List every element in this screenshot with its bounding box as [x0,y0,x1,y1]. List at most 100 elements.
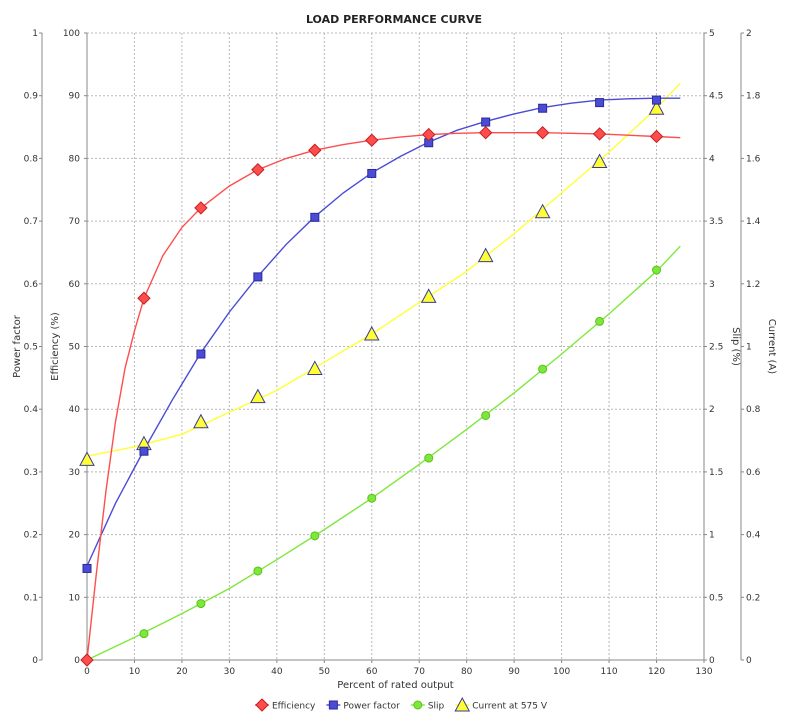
pf-tick-label: 0.7 [24,217,38,227]
pf-tick-label: 0.4 [24,405,39,415]
slip-tick-label: 3 [709,280,715,290]
eff-tick-label: 90 [69,92,81,102]
slip-tick-label: 1 [709,531,715,541]
slip-point [424,453,434,463]
cur-tick-label: 0 [746,656,752,666]
power-factor-point [538,103,548,113]
slip-tick-label: 2 [709,405,715,415]
x-tick-label: 120 [648,667,665,677]
x-tick-label: 60 [366,667,378,677]
pf-tick-label: 0.1 [24,593,38,603]
eff-tick-label: 30 [69,468,81,478]
efficiency-point [308,143,322,157]
power-factor-point [481,117,491,127]
slip-tick-label: 1.5 [709,468,723,478]
slip-point [595,316,605,326]
legend-item-efficiency: Efficiency [255,698,316,712]
efficiency-point [535,125,550,140]
current-at-575-v-point [79,451,95,466]
legend-item-current-at-575-v: Current at 575 V [454,696,548,712]
x-tick-label: 90 [508,667,520,677]
current-at-575-v-point [250,388,266,404]
eff-tick-label: 70 [69,217,81,227]
x-tick-label: 100 [553,667,570,677]
power-factor-point [595,98,605,108]
cur-tick-label: 0.2 [746,593,760,603]
power-factor-point [253,272,263,282]
power-factor-point [652,95,662,105]
pf-tick-label: 0.9 [24,92,39,102]
power-factor-point [82,563,92,573]
eff-tick-label: 10 [69,593,81,603]
x-tick-label: 80 [461,667,473,677]
eff-tick-label: 0 [74,656,80,666]
x-tick-label: 70 [414,667,426,677]
efficiency-point [251,162,265,177]
power-factor-point [139,446,149,456]
power-factor-point [196,349,206,359]
x-tick-label: 0 [84,667,90,677]
cur-tick-label: 1.8 [746,92,761,102]
pf-tick-label: 0.3 [24,468,38,478]
legend-item-power-factor: Power factor [326,700,400,712]
slip-point [538,364,548,374]
slip-point [481,410,491,420]
eff-tick-label: 20 [69,531,81,541]
cur-tick-label: 0.8 [746,405,761,415]
cur-tick-label: 0.6 [746,468,761,478]
slip-axis-title: Slip (%) [730,327,741,366]
pf-tick-label: 0 [32,656,38,666]
chart-title: LOAD PERFORMANCE CURVE [306,13,482,26]
x-tick-label: 110 [600,667,617,677]
efficiency-point [592,127,607,141]
x-tick-label: 50 [319,667,331,677]
efficiency-point [137,291,151,305]
slip-point [196,599,206,609]
slip-tick-label: 5 [709,29,715,39]
pf-tick-label: 1 [32,29,38,39]
cur-tick-label: 0.4 [746,531,761,541]
legend-label: Slip [428,702,445,712]
legend-label: Efficiency [272,702,316,712]
current-at-575-v-point [534,203,551,219]
slip-tick-label: 0.5 [709,593,723,603]
x-tick-label: 30 [224,667,236,677]
efficiency-point [422,127,436,142]
eff-tick-label: 40 [69,405,81,415]
cur-axis-title: Current (A) [766,319,777,374]
efficiency-point [478,125,493,140]
slip-point [367,493,377,503]
x-tick-label: 10 [129,667,141,677]
eff-tick-label: 50 [69,343,81,353]
cur-tick-label: 1.4 [746,217,761,227]
current-at-575-v-point [306,360,323,375]
cur-tick-label: 1.2 [746,280,760,290]
efficiency-point [80,653,94,667]
legend-label: Current at 575 V [472,702,548,712]
slip-tick-label: 4.5 [709,92,723,102]
power-factor-point [367,168,377,178]
efficiency-point [194,201,208,215]
power-factor-markers [82,95,662,573]
current-at-575-v-point [420,288,437,303]
pf-tick-label: 0.2 [24,531,38,541]
legend-marker-power-factor [328,700,338,710]
slip-tick-label: 4 [709,154,715,164]
slip-point [652,265,662,275]
legend-marker-current-at-575-v [454,696,471,712]
cur-tick-label: 2 [746,29,752,39]
legend-marker-efficiency [255,698,269,712]
slip-point [310,531,320,541]
efficiency-markers [80,125,664,667]
current-at-575-v-point [193,413,209,429]
eff-tick-label: 60 [69,280,81,290]
current-at-575-v-point [648,100,665,115]
x-axis-title: Percent of rated output [337,680,454,691]
eff-tick-label: 100 [63,29,80,39]
pf-axis-title: Power factor [12,314,23,378]
pf-tick-label: 0.6 [24,280,39,290]
eff-axis-title: Efficiency (%) [50,312,61,381]
slip-tick-label: 0 [709,656,715,666]
